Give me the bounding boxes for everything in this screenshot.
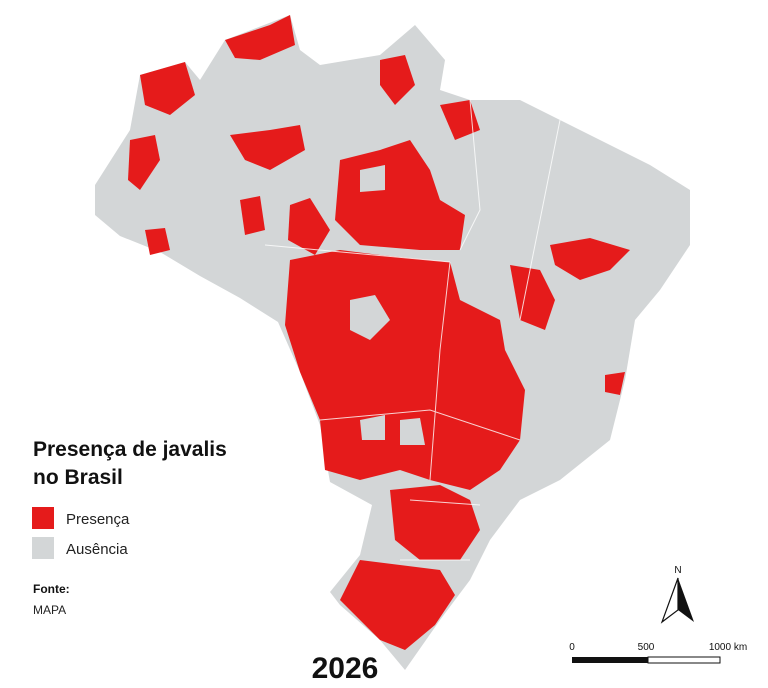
- scale-label: 0: [569, 642, 575, 653]
- state-border: [264, 99, 561, 561]
- map: [95, 15, 690, 670]
- legend-swatch: [32, 537, 54, 559]
- scale-label: 1000 km: [709, 642, 747, 653]
- arrow-right: [678, 578, 694, 622]
- source-value: MAPA: [33, 603, 66, 617]
- region-presence: [440, 100, 480, 140]
- arrow-left: [660, 577, 679, 624]
- scale-label: 500: [638, 642, 655, 653]
- source-label: Fonte:: [33, 582, 70, 596]
- region-presence: [335, 140, 465, 250]
- region-presence: [288, 198, 330, 255]
- region-presence: [240, 196, 265, 235]
- hole-absence: [360, 415, 385, 440]
- region-presence: [285, 250, 525, 490]
- region-presence: [230, 125, 305, 170]
- region-presence: [128, 135, 160, 190]
- hole-absence: [360, 165, 385, 192]
- north-label: N: [674, 565, 681, 576]
- region-presence: [140, 62, 195, 115]
- region-presence: [225, 15, 295, 60]
- legend-swatch: [32, 507, 54, 529]
- region-presence: [550, 238, 630, 280]
- hole-absence: [350, 295, 390, 340]
- region-presence: [380, 55, 415, 105]
- year: 2026: [312, 652, 379, 685]
- scale-segment: [647, 656, 721, 664]
- title-line: Presença de javalis: [33, 438, 227, 461]
- legend-label: Presença: [66, 511, 130, 528]
- scale-segment: [572, 657, 648, 663]
- title-line: no Brasil: [33, 466, 123, 489]
- region-presence: [605, 372, 625, 395]
- region-presence: [145, 228, 170, 255]
- region-presence: [340, 560, 455, 650]
- scale-bar: 0 500 1000 km: [569, 642, 747, 664]
- hole-absence: [400, 418, 425, 445]
- legend-label: Ausência: [66, 541, 128, 558]
- north-arrow: N: [660, 565, 694, 624]
